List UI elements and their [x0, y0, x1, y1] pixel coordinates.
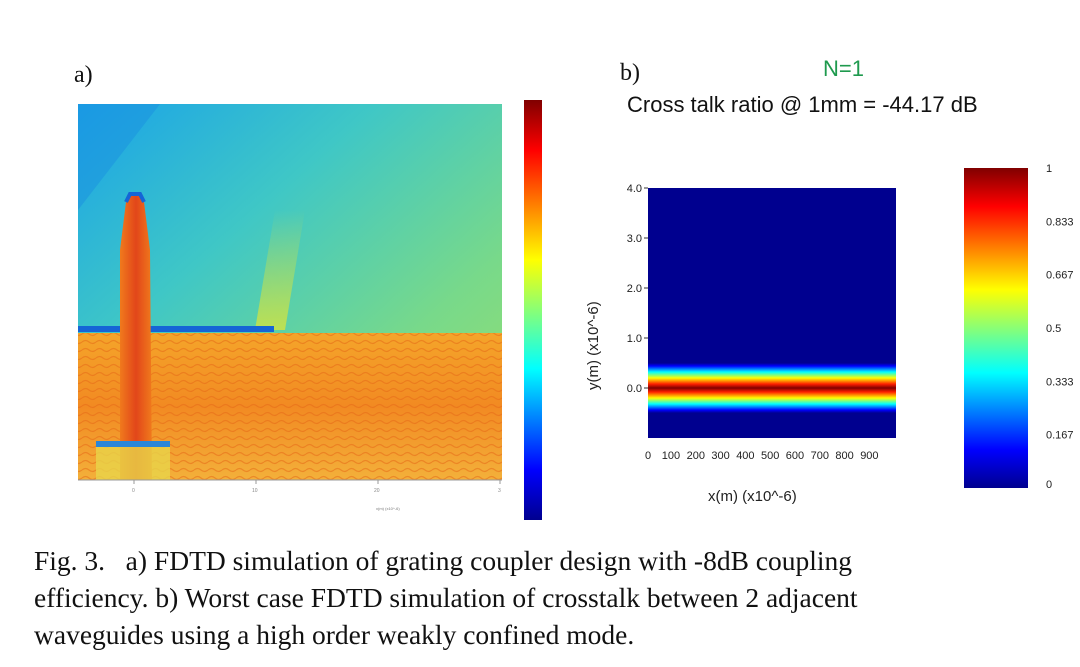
x-tick-label: 0 [645, 450, 651, 462]
x-tick-label: 200 [687, 450, 705, 462]
y-tick-label: 2.0 [627, 283, 642, 295]
panel-a-axis [78, 479, 502, 484]
waveguide-fill [96, 447, 170, 480]
x-tick-label: 100 [662, 450, 680, 462]
panel-b-label: b) [620, 60, 640, 86]
panel-a-colorbar [524, 100, 542, 520]
waveguide-segment [96, 441, 170, 447]
x-axis-label: x(m) (x10^-6) [708, 488, 797, 505]
colorbar [964, 168, 1028, 488]
spike-tip [124, 192, 146, 203]
panel-a-x-tick: 3 [498, 488, 501, 494]
colorbar-tick-label: 1 [1046, 163, 1052, 175]
panel-a-xlabel: x(m) (x10^-6) [376, 506, 400, 511]
x-tick-label: 700 [811, 450, 829, 462]
caption-line-3: waveguides using a high order weakly con… [34, 619, 635, 650]
crosstalk-heatmap: 4.0 3.0 2.0 1.0 0.0 0 100 200 300 400 500 600 700 80… [585, 163, 1074, 505]
caption-line-1: Fig. 3. a) FDTD simulation of grating co… [34, 545, 853, 576]
y-tick-label: 1.0 [627, 333, 642, 345]
heatmap-plot-area [648, 188, 896, 438]
x-tick-label: 800 [835, 450, 853, 462]
colorbar-tick-labels: 1 0.833 0.667 0.5 0.333 0.167 0 [1046, 163, 1074, 491]
waveguide-mode-band [648, 363, 896, 413]
crosstalk-ratio-title: Cross talk ratio @ 1mm = -44.17 dB [627, 92, 978, 117]
colorbar-tick-label: 0.167 [1046, 430, 1074, 442]
y-tick-label: 4.0 [627, 183, 642, 195]
cladding-edge [78, 326, 274, 332]
n-label: N=1 [823, 56, 864, 81]
caption-line-2: efficiency. b) Worst case FDTD simulatio… [34, 582, 858, 613]
colorbar-tick-label: 0 [1046, 479, 1052, 491]
x-tick-label: 300 [711, 450, 729, 462]
colorbar-tick-label: 0.5 [1046, 323, 1061, 335]
x-tick-label: 500 [761, 450, 779, 462]
panel-a-x-tick: 20 [374, 488, 380, 494]
fdtd-grating-coupler-plot: 0 10 20 3 x(m) (x10^-6) [78, 100, 542, 520]
x-tick-label: 900 [860, 450, 878, 462]
colorbar-tick-label: 0.833 [1046, 216, 1074, 228]
field-corner [78, 104, 160, 210]
grating-spike [120, 194, 152, 480]
y-tick-labels: 4.0 3.0 2.0 1.0 0.0 [627, 183, 648, 395]
y-tick-label: 3.0 [627, 233, 642, 245]
panel-a-x-tick: 0 [132, 488, 135, 494]
colorbar-tick-label: 0.667 [1046, 270, 1074, 282]
y-tick-label: 0.0 [627, 383, 642, 395]
panel-a-x-tick: 10 [252, 488, 258, 494]
x-tick-labels: 0 100 200 300 400 500 600 700 800 900 [645, 450, 879, 462]
x-tick-label: 600 [786, 450, 804, 462]
panel-a-label: a) [74, 62, 93, 88]
y-axis-label: y(m) (x10^-6) [585, 301, 602, 390]
colorbar-tick-label: 0.333 [1046, 376, 1074, 388]
panel-a-x-ticks: 0 10 20 3 [132, 488, 501, 494]
figure-caption: Fig. 3. a) FDTD simulation of grating co… [34, 542, 1074, 653]
diffracted-beam [255, 210, 305, 330]
x-tick-label: 400 [736, 450, 754, 462]
